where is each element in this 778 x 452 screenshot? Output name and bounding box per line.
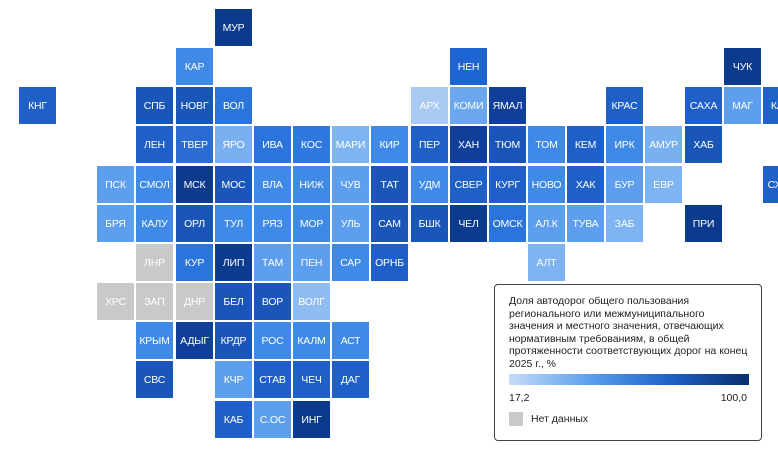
region-tile[interactable]: ПСК (97, 166, 134, 203)
region-tile[interactable]: БРЯ (97, 205, 134, 242)
region-tile[interactable]: НЕН (450, 48, 487, 85)
region-tile[interactable]: ЗАБ (606, 205, 643, 242)
region-tile[interactable]: КОС (293, 126, 330, 163)
region-tile[interactable]: САМ (371, 205, 408, 242)
region-tile[interactable]: ИВА (254, 126, 291, 163)
region-tile[interactable]: СМОЛ (136, 166, 173, 203)
region-tile[interactable]: САР (332, 244, 369, 281)
region-tile[interactable]: ЧУВ (332, 166, 369, 203)
region-tile[interactable]: КАМ (763, 87, 778, 124)
region-tile[interactable]: МУР (215, 9, 252, 46)
region-tile[interactable]: СПБ (136, 87, 173, 124)
region-tile[interactable]: КИР (371, 126, 408, 163)
region-tile[interactable]: РЯЗ (254, 205, 291, 242)
legend-min-label: 17,2 (509, 392, 530, 404)
region-tile[interactable]: ВОЛ (215, 87, 252, 124)
region-tile[interactable]: КРАС (606, 87, 643, 124)
region-tile[interactable]: СТАВ (254, 361, 291, 398)
region-tile[interactable]: АРХ (411, 87, 448, 124)
region-tile[interactable]: ЗАП (136, 283, 173, 320)
region-tile[interactable]: ВОР (254, 283, 291, 320)
region-tile[interactable]: ПРИ (685, 205, 722, 242)
region-tile[interactable]: МАРИ (332, 126, 369, 163)
region-tile[interactable]: ИРК (606, 126, 643, 163)
region-tile[interactable]: МОР (293, 205, 330, 242)
region-tile[interactable]: ЧЕЛ (450, 205, 487, 242)
region-tile[interactable]: КНГ (19, 87, 56, 124)
no-data-swatch (509, 412, 523, 426)
legend-color-scale (509, 374, 749, 385)
region-tile[interactable]: ЯРО (215, 126, 252, 163)
region-tile[interactable]: ОРНБ (371, 244, 408, 281)
region-tile[interactable]: КАБ (215, 401, 252, 438)
region-tile[interactable]: СВС (136, 361, 173, 398)
region-tile[interactable]: ПЕН (293, 244, 330, 281)
region-tile[interactable]: ТЮМ (489, 126, 526, 163)
region-tile[interactable]: МОС (215, 166, 252, 203)
region-tile[interactable]: АЛ.К (528, 205, 565, 242)
region-tile[interactable]: БУР (606, 166, 643, 203)
region-tile[interactable]: СВЕР (450, 166, 487, 203)
region-tile[interactable]: СХЛН (763, 166, 778, 203)
region-tile[interactable]: КАЛМ (293, 322, 330, 359)
region-tile[interactable]: КРДР (215, 322, 252, 359)
region-tile[interactable]: ХАН (450, 126, 487, 163)
region-tile[interactable]: ЛЕН (136, 126, 173, 163)
region-tile[interactable]: КАЛУ (136, 205, 173, 242)
region-tile[interactable]: ИНГ (293, 401, 330, 438)
region-tile[interactable]: НОВГ (176, 87, 213, 124)
region-tile[interactable]: ТУЛ (215, 205, 252, 242)
legend-max-label: 100,0 (720, 392, 747, 404)
region-tile[interactable]: БЕЛ (215, 283, 252, 320)
no-data-label: Нет данных (531, 413, 589, 425)
region-tile[interactable]: ТОМ (528, 126, 565, 163)
region-tile[interactable]: ТАМ (254, 244, 291, 281)
legend-title: Доля автодорог общего пользования регион… (509, 295, 748, 370)
region-tile[interactable]: ЕВР (645, 166, 682, 203)
region-tile[interactable]: НИЖ (293, 166, 330, 203)
region-tile[interactable]: ЛИП (215, 244, 252, 281)
region-tile[interactable]: ЯМАЛ (489, 87, 526, 124)
region-tile[interactable]: НОВО (528, 166, 565, 203)
region-tile[interactable]: ТВЕР (176, 126, 213, 163)
region-tile[interactable]: КУРГ (489, 166, 526, 203)
region-tile[interactable]: ВОЛГ (293, 283, 330, 320)
region-tile[interactable]: МАГ (724, 87, 761, 124)
region-tile[interactable]: АДЫГ (176, 322, 213, 359)
region-tile[interactable]: ЧЕЧ (293, 361, 330, 398)
region-tile[interactable]: ПЕР (411, 126, 448, 163)
region-tile[interactable]: АСТ (332, 322, 369, 359)
region-tile[interactable]: ТУВА (567, 205, 604, 242)
region-tile[interactable]: ДНР (176, 283, 213, 320)
region-tile[interactable]: ХАК (567, 166, 604, 203)
region-tile[interactable]: ДАГ (332, 361, 369, 398)
region-tile[interactable]: КЕМ (567, 126, 604, 163)
region-tile[interactable]: ОРЛ (176, 205, 213, 242)
region-tile[interactable]: ХРС (97, 283, 134, 320)
region-tile[interactable]: КРЫМ (136, 322, 173, 359)
region-tile[interactable]: ХАБ (685, 126, 722, 163)
region-tile[interactable]: РОС (254, 322, 291, 359)
region-tile[interactable]: КАР (176, 48, 213, 85)
region-tile[interactable]: ВЛА (254, 166, 291, 203)
region-tile[interactable]: ТАТ (371, 166, 408, 203)
region-tile[interactable]: УЛЬ (332, 205, 369, 242)
region-tile[interactable]: ОМСК (489, 205, 526, 242)
region-tile[interactable]: С.ОС (254, 401, 291, 438)
region-tile[interactable]: САХА (685, 87, 722, 124)
region-tile[interactable]: АМУР (645, 126, 682, 163)
region-tile[interactable]: КОМИ (450, 87, 487, 124)
region-tile[interactable]: КЧР (215, 361, 252, 398)
region-tile[interactable]: ЧУК (724, 48, 761, 85)
legend: Доля автодорог общего пользования регион… (494, 284, 762, 441)
region-tile[interactable]: УДМ (411, 166, 448, 203)
region-tile[interactable]: КУР (176, 244, 213, 281)
region-tile[interactable]: БШК (411, 205, 448, 242)
region-tile[interactable]: МСК (176, 166, 213, 203)
region-tile[interactable]: АЛТ (528, 244, 565, 281)
region-tile[interactable]: ЛНР (136, 244, 173, 281)
